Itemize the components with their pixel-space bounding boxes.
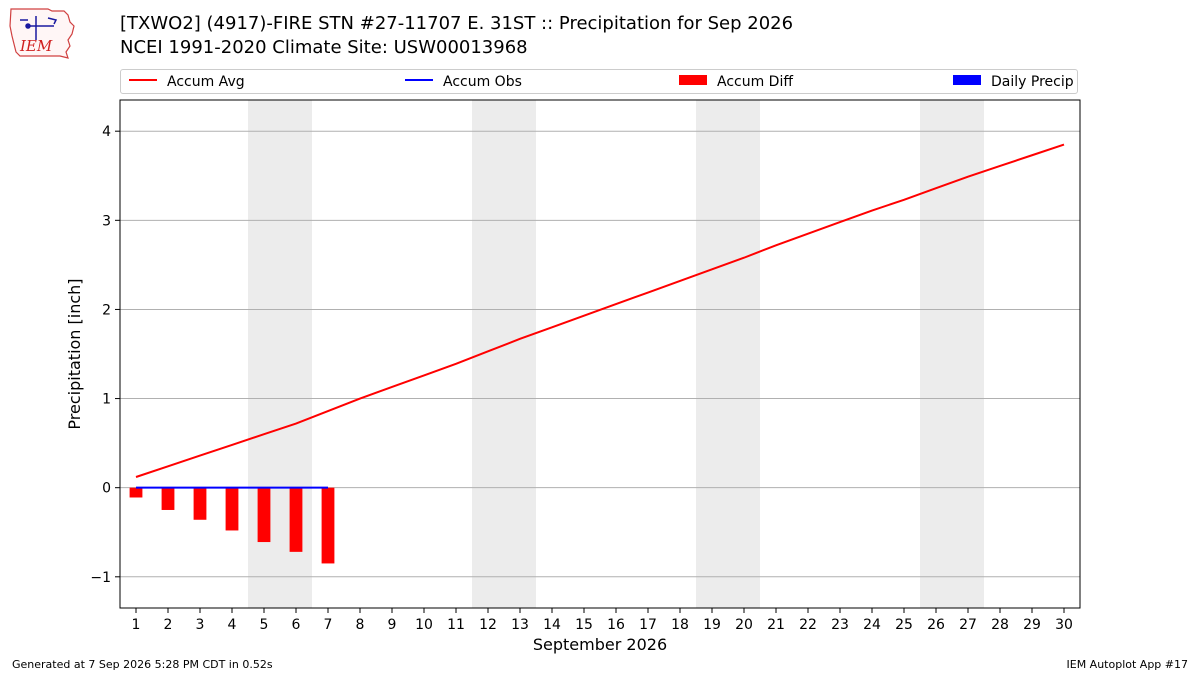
accum-diff-bar-2 [161,487,175,510]
x-tick-label: 18 [671,617,689,633]
legend-item-accum-obs: Accum Obs [405,73,522,91]
legend-label-accum-avg: Accum Avg [167,74,245,90]
y-tick-label: 3 [102,213,111,229]
x-tick-label: 12 [479,617,497,633]
chart-subtitle: NCEI 1991-2020 Climate Site: USW00013968 [120,37,528,58]
x-tick-label: 23 [831,617,849,633]
x-tick-label: 20 [735,617,753,633]
iem-logo: IEM [9,8,75,59]
x-tick-label: 2 [164,617,173,633]
legend-swatch-accum-avg [129,79,157,81]
legend-swatch-daily-precip [953,75,981,85]
x-tick-label: 25 [895,617,913,633]
x-tick-label: 21 [767,617,785,633]
x-tick-label: 5 [260,617,269,633]
x-tick-label: 4 [228,617,237,633]
accum-avg-line [135,143,1065,478]
legend-label-daily-precip: Daily Precip [991,74,1074,90]
weekend-band-4 [920,100,984,608]
x-tick-label: 19 [703,617,721,633]
accum-diff-bar-4 [225,487,239,531]
y-tick-label: 2 [102,302,111,318]
accum-diff-bar-3 [193,487,207,520]
legend: Accum Avg Accum Obs Accum Diff Daily Pre… [120,69,1078,94]
x-tick-label: 24 [863,617,881,633]
y-tick-label: 0 [102,481,111,497]
accum-diff-bar-7 [321,487,335,564]
legend-swatch-accum-diff [679,75,707,85]
y-tick-label: 1 [102,392,111,408]
x-tick-label: 3 [196,617,205,633]
legend-item-daily-precip: Daily Precip [953,73,1074,91]
x-axis-label: September 2026 [533,635,667,654]
autoplot-app-label: IEM Autoplot App #17 [1066,658,1189,671]
x-tick-label: 13 [511,617,529,633]
x-tick-label: 29 [1023,617,1041,633]
legend-label-accum-diff: Accum Diff [717,74,794,90]
x-tick-label: 14 [543,617,561,633]
x-tick-label: 9 [388,617,397,633]
legend-label-accum-obs: Accum Obs [443,74,522,90]
chart-title: [TXWO2] (4917)-FIRE STN #27-11707 E. 31S… [120,13,794,34]
weekend-band-3 [696,100,760,608]
generated-timestamp: Generated at 7 Sep 2026 5:28 PM CDT in 0… [12,658,273,671]
weather-station-icon [20,16,58,40]
y-tick-label: 4 [102,124,111,140]
accum-diff-bar-6 [289,487,303,552]
x-tick-label: 11 [447,617,465,633]
plot-frame [119,99,1081,609]
x-tick-label: 7 [324,617,333,633]
x-tick-label: 8 [356,617,365,633]
legend-item-accum-avg: Accum Avg [129,73,245,91]
y-tick-label: −1 [90,570,111,586]
accum-diff-bar-1 [129,487,143,498]
x-tick-label: 1 [132,617,141,633]
x-tick-label: 30 [1055,617,1073,633]
x-tick-label: 28 [991,617,1009,633]
x-tick-label: 10 [415,617,433,633]
x-tick-label: 6 [292,617,301,633]
legend-swatch-accum-obs [405,79,433,81]
logo-text: IEM [19,37,53,55]
legend-item-accum-diff: Accum Diff [679,73,793,91]
x-tick-label: 17 [639,617,657,633]
x-tick-label: 15 [575,617,593,633]
y-axis-label: Precipitation [inch] [65,278,84,429]
x-tick-label: 22 [799,617,817,633]
x-tick-label: 26 [927,617,945,633]
accum-diff-bar-5 [257,487,271,543]
x-tick-label: 16 [607,617,625,633]
x-tick-label: 27 [959,617,977,633]
